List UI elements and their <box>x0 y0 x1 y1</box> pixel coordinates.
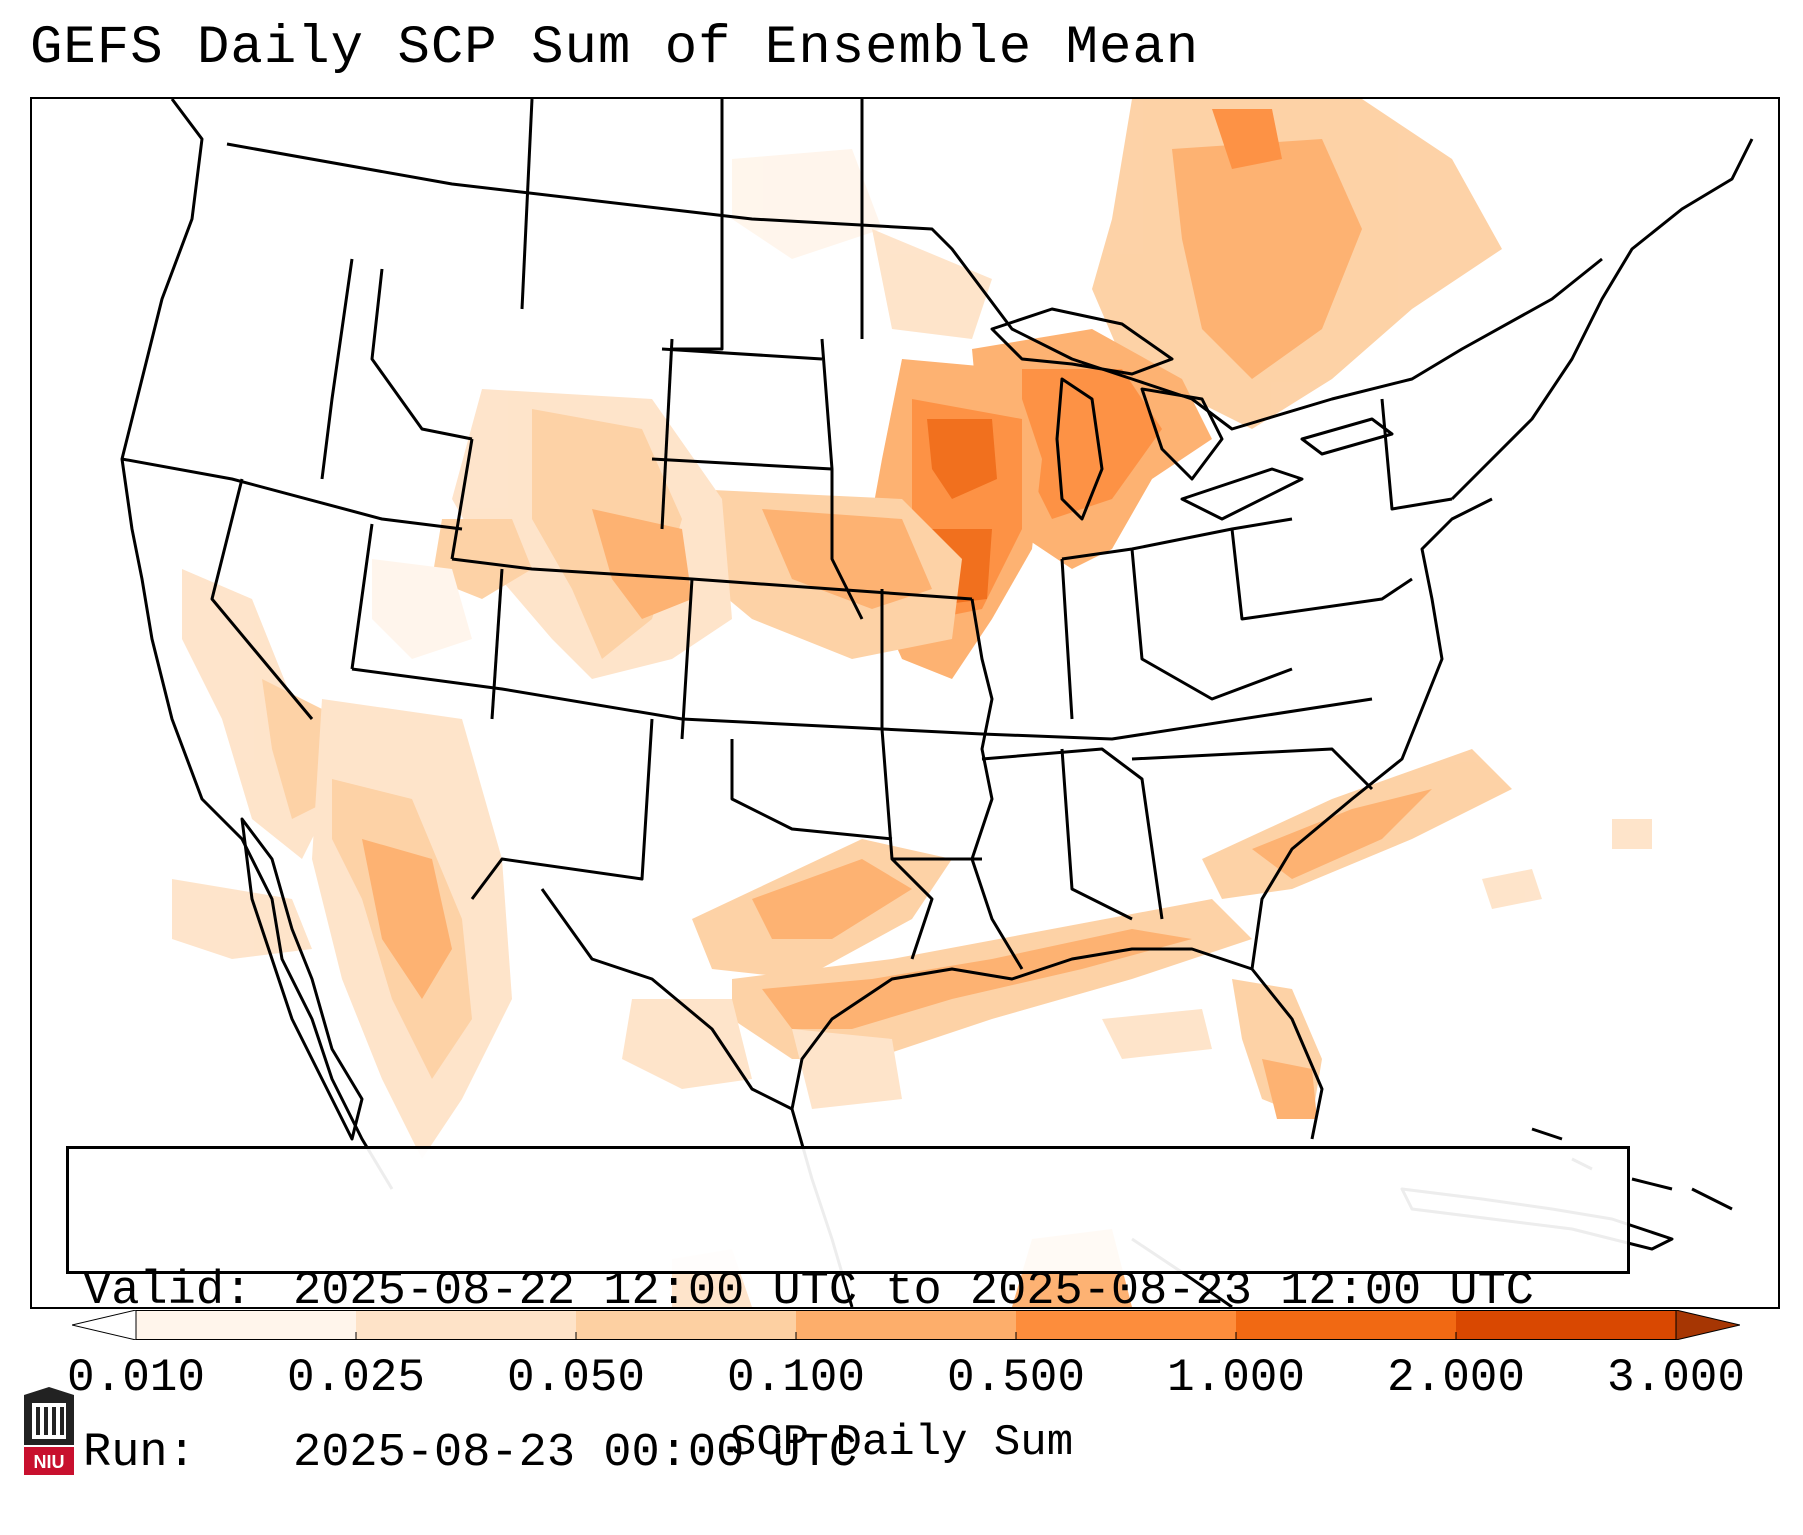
colorbar-label: SCP Daily Sum <box>729 1418 1074 1468</box>
map-canvas <box>120 99 1754 1307</box>
field-iowa-nebraska <box>927 419 997 499</box>
colorbar-tick-label: 0.100 <box>726 1352 866 1404</box>
run-value: 2025-08-23 00:00 UTC <box>293 1427 858 1480</box>
map-panel <box>30 97 1780 1309</box>
gulf-coastline <box>790 947 1324 1140</box>
colorbar-segment <box>1016 1310 1236 1340</box>
valid-value: 2025-08-22 12:00 UTC to 2025-08-23 12:00… <box>293 1265 1535 1318</box>
colorbar-tick-label: 2.000 <box>1386 1352 1526 1404</box>
mississippi-river <box>970 598 1024 970</box>
colorbar-tick-label: 0.500 <box>946 1352 1086 1404</box>
lake-michigan <box>1055 377 1104 521</box>
scp-field <box>172 99 1652 1307</box>
colorbar-outline <box>135 1310 1677 1340</box>
colorbar <box>72 1310 1740 1340</box>
run-label: Run: <box>83 1427 196 1480</box>
colorbar-segment <box>1236 1310 1456 1340</box>
colorbar-segment <box>1456 1310 1676 1340</box>
colorbar-tick-label: 0.010 <box>66 1352 206 1404</box>
colorbar-tick-label: 1.000 <box>1166 1352 1306 1404</box>
validity-info-box: Valid: 2025-08-22 12:00 UTC to 2025-08-23… <box>66 1146 1630 1480</box>
valid-label: Valid: <box>83 1265 253 1318</box>
lake-huron <box>1140 387 1224 481</box>
colorbar-tick-label: 0.025 <box>286 1352 426 1404</box>
lake-superior <box>990 307 1174 376</box>
lake-erie <box>1180 467 1304 521</box>
colorbar-tick-label: 0.050 <box>506 1352 646 1404</box>
lake-ontario <box>1300 417 1394 456</box>
niu-logo: NIU <box>24 1387 74 1475</box>
colorbar-segment <box>576 1310 796 1340</box>
logo-text: NIU <box>34 1452 65 1472</box>
colorbar-extend-low <box>72 1310 137 1340</box>
colorbar-segment <box>796 1310 1016 1340</box>
us-canada-border <box>226 142 1603 431</box>
colorbar-segment <box>136 1310 356 1340</box>
colorbar-tick-label: 3.000 <box>1606 1352 1746 1404</box>
map-title: GEFS Daily SCP Sum of Ensemble Mean <box>30 18 1200 79</box>
colorbar-segment <box>356 1310 576 1340</box>
west-coastline <box>120 99 394 1190</box>
colorbar-extend-high <box>1675 1310 1740 1340</box>
